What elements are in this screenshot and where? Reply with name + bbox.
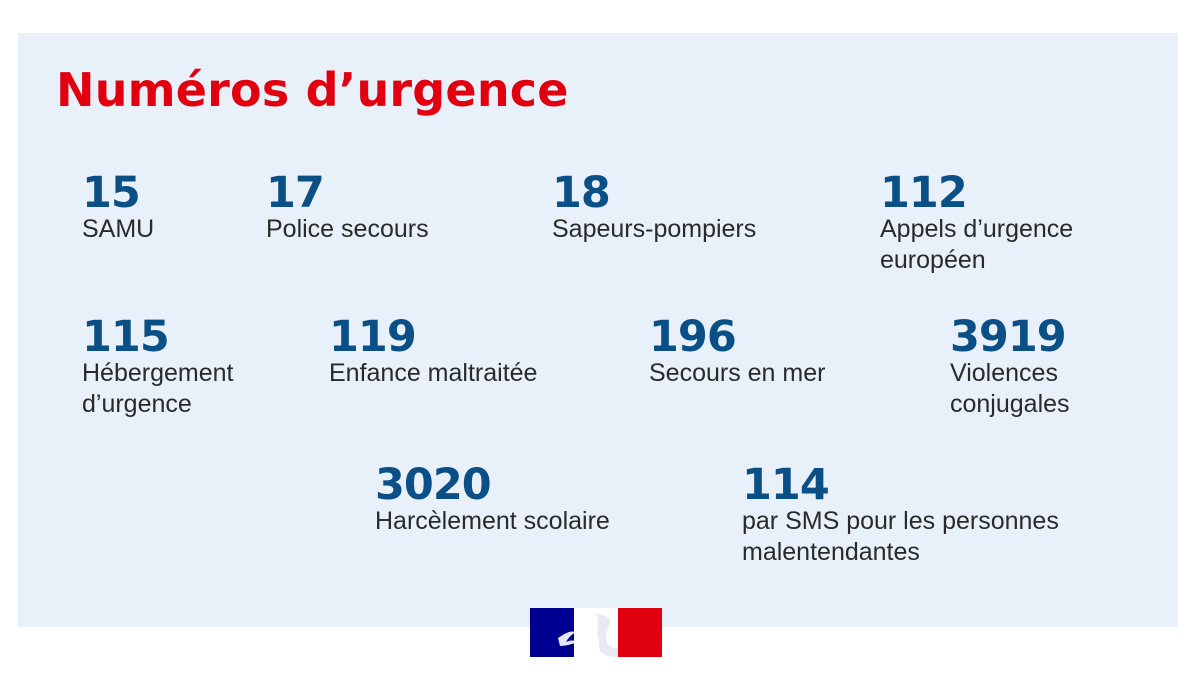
marianne-wing (558, 631, 578, 646)
number-label: Violences conjugales (950, 359, 1070, 418)
emergency-number-european: 112 Appels d’urgence européen (880, 170, 1130, 276)
flag-red-band (618, 608, 662, 657)
number-label: Sapeurs-pompiers (552, 215, 757, 243)
number-value: 196 (649, 312, 737, 362)
emergency-number-harcelement: 3020 Harcèlement scolaire (375, 462, 695, 537)
emergency-number-violences: 3919 Violences conjugales (950, 314, 1120, 420)
number-label: Enfance maltraitée (329, 359, 538, 387)
number-label: Police secours (266, 215, 429, 243)
flag-blue-band (530, 608, 574, 657)
emergency-number-pompiers: 18 Sapeurs-pompiers (552, 170, 852, 245)
number-value: 18 (552, 168, 611, 218)
page-title: Numéros d’urgence (56, 63, 569, 117)
number-label: SAMU (82, 215, 155, 243)
number-value: 119 (329, 312, 417, 362)
marianne-logo (530, 608, 662, 657)
number-value: 115 (82, 312, 170, 362)
emergency-number-sms: 114 par SMS pour les personnes malentend… (742, 462, 1122, 568)
number-value: 17 (266, 168, 325, 218)
emergency-number-samu: 15 SAMU (82, 170, 252, 245)
emergency-number-hebergement: 115 Hébergement d’urgence (82, 314, 282, 420)
emergency-number-secours-mer: 196 Secours en mer (649, 314, 909, 389)
emergency-number-enfance: 119 Enfance maltraitée (329, 314, 619, 389)
marianne-hair (596, 614, 618, 657)
number-label: par SMS pour les personnes malentendante… (742, 507, 1059, 566)
number-value: 3020 (375, 460, 492, 510)
emergency-numbers-panel (18, 33, 1178, 627)
number-label: Secours en mer (649, 359, 826, 387)
number-label: Hébergement d’urgence (82, 359, 234, 418)
number-label: Harcèlement scolaire (375, 507, 610, 535)
number-value: 114 (742, 460, 830, 510)
number-value: 15 (82, 168, 141, 218)
number-value: 112 (880, 168, 968, 218)
number-value: 3919 (950, 312, 1067, 362)
number-label: Appels d’urgence européen (880, 215, 1074, 274)
emergency-number-police: 17 Police secours (266, 170, 526, 245)
